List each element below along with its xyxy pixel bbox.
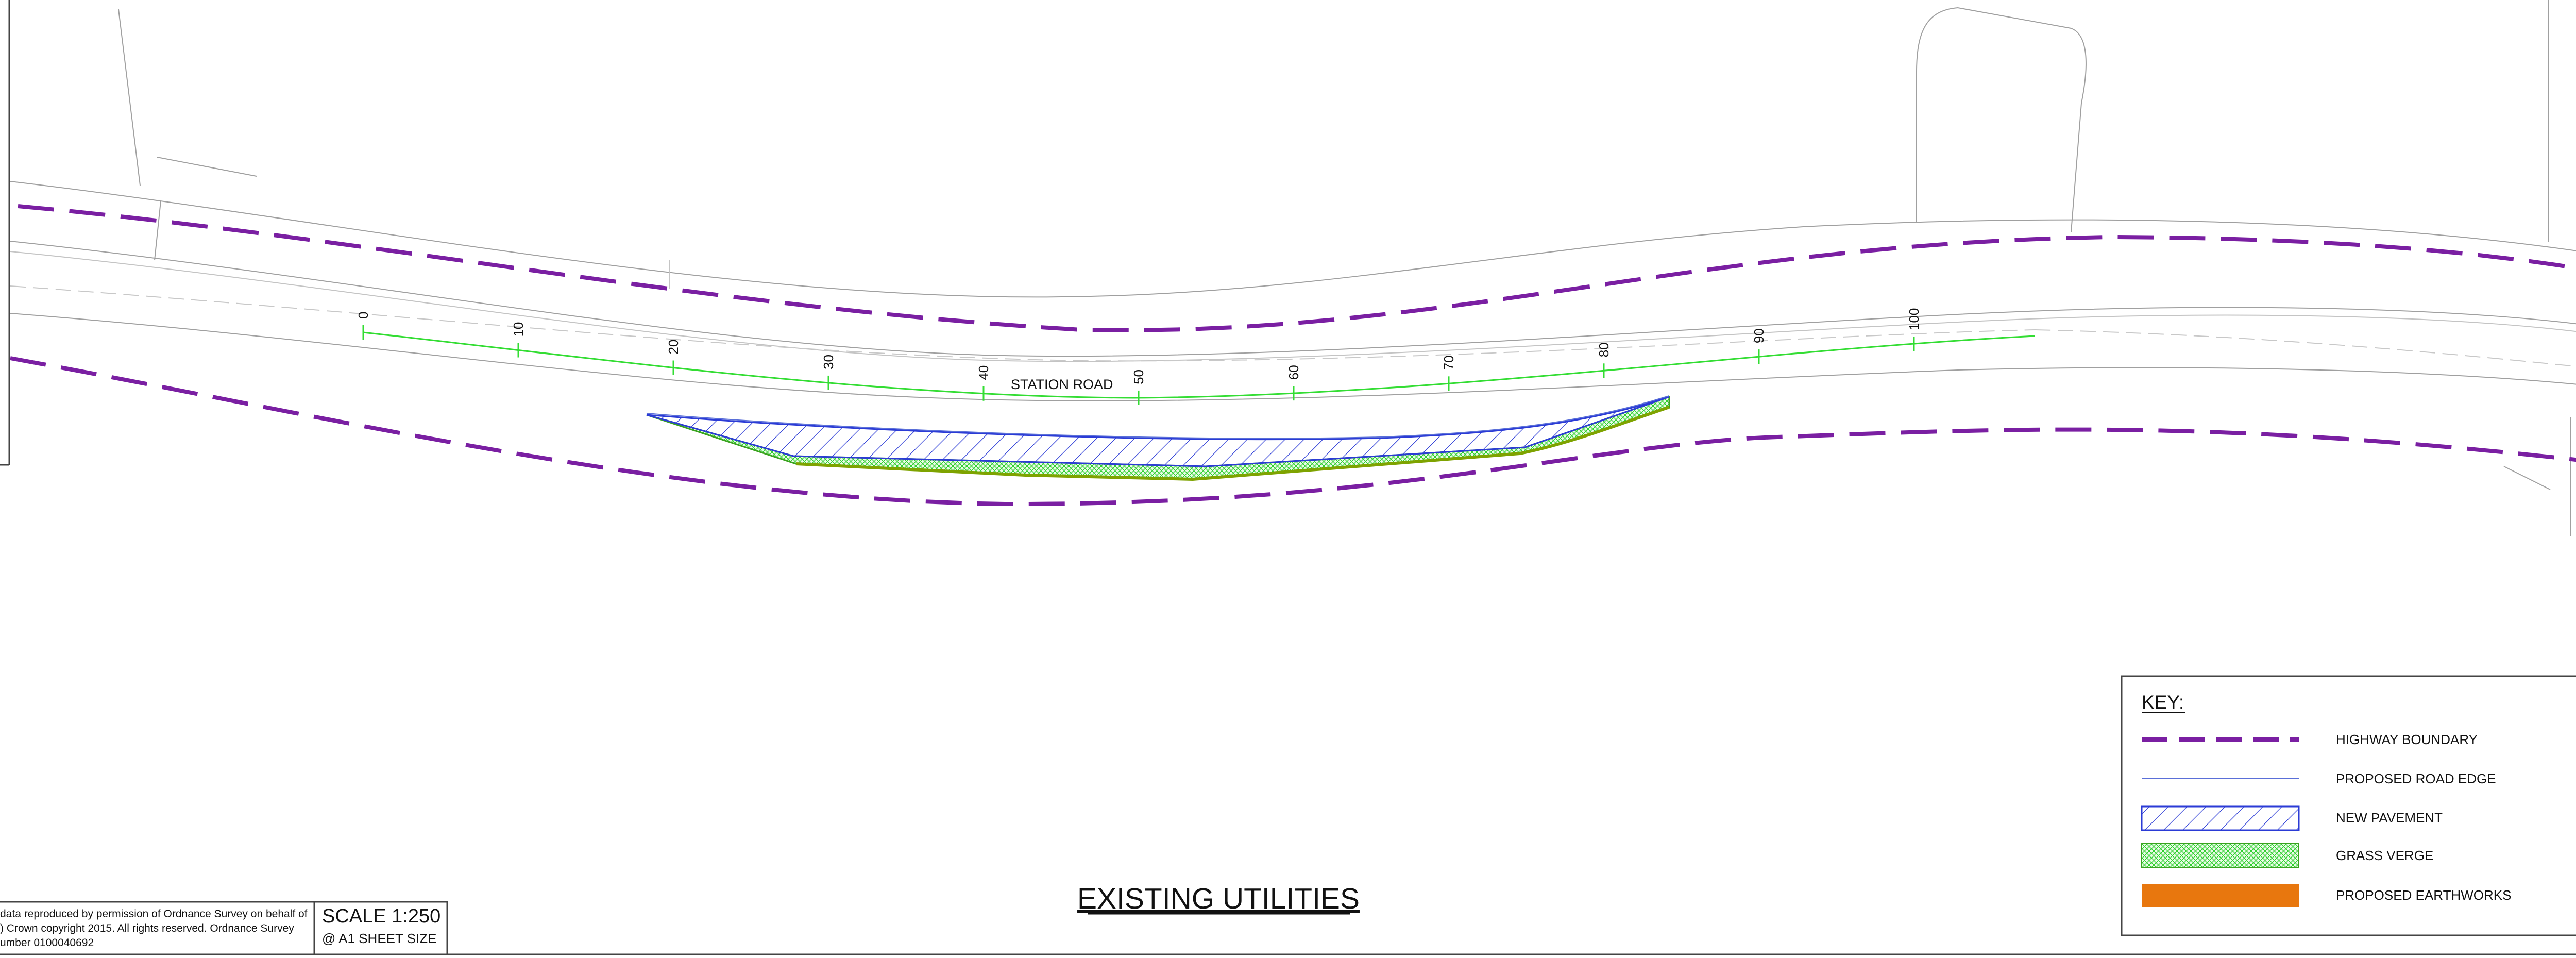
drawing-title: EXISTING UTILITIES — [1077, 882, 1360, 915]
chainage-label: 80 — [1596, 342, 1612, 357]
chainage-markers: 0 10 20 30 40 50 60 70 80 90 100 — [355, 308, 1922, 405]
green-crosshatch-icon — [2141, 843, 2299, 868]
grass-verge-edge — [795, 406, 1670, 481]
chainage-label: 70 — [1441, 355, 1456, 370]
chainage-label: 50 — [1131, 369, 1146, 384]
road-name-label: STATION ROAD — [1011, 377, 1113, 392]
highway-boundary-north — [18, 204, 2576, 332]
legend-item-proposed-road-edge: PROPOSED ROAD EDGE — [2336, 771, 2496, 786]
chainage-label: 30 — [821, 355, 836, 369]
sheet-size-label: @ A1 SHEET SIZE — [322, 931, 436, 946]
chainage-label: 10 — [511, 322, 526, 337]
copyright-line-2: ) Crown copyright 2015. All rights reser… — [0, 922, 294, 934]
blue-hatch-icon — [2141, 805, 2300, 831]
chainage-label: 60 — [1286, 365, 1301, 380]
new-pavement-area — [646, 396, 1670, 467]
highway-boundary-lines — [10, 204, 2576, 507]
chainage-label: 0 — [355, 312, 371, 319]
scale-label: SCALE 1:250 — [322, 905, 440, 927]
road-centreline — [363, 331, 2036, 399]
centreline-path — [363, 331, 2036, 399]
ordnance-survey-linework — [10, 0, 2576, 536]
chainage-label: 90 — [1751, 328, 1767, 343]
legend-item-new-pavement: NEW PAVEMENT — [2336, 810, 2443, 826]
title-block: data reproduced by permission of Ordnanc… — [0, 901, 448, 955]
legend-heading: KEY: — [2142, 692, 2184, 713]
legend-item-proposed-earthworks: PROPOSED EARTHWORKS — [2336, 887, 2511, 903]
copyright-line-3: umber 0100040692 — [0, 937, 94, 949]
chainage-label: 20 — [666, 340, 681, 355]
proposed-road-edge — [646, 395, 1670, 439]
chainage-label: 40 — [976, 365, 991, 380]
copyright-line-1: data reproduced by permission of Ordnanc… — [0, 908, 308, 920]
proposed-works — [646, 395, 1670, 481]
orange-fill-icon — [2142, 884, 2299, 907]
legend-item-highway-boundary: HIGHWAY BOUNDARY — [2336, 732, 2478, 747]
legend-box: KEY: HIGHWAY BOUNDARY PROPOSED ROAD EDGE… — [2121, 675, 2576, 936]
legend-item-grass-verge: GRASS VERGE — [2336, 848, 2433, 863]
chainage-label: 100 — [1906, 308, 1922, 330]
highway-boundary-south — [10, 356, 2576, 507]
